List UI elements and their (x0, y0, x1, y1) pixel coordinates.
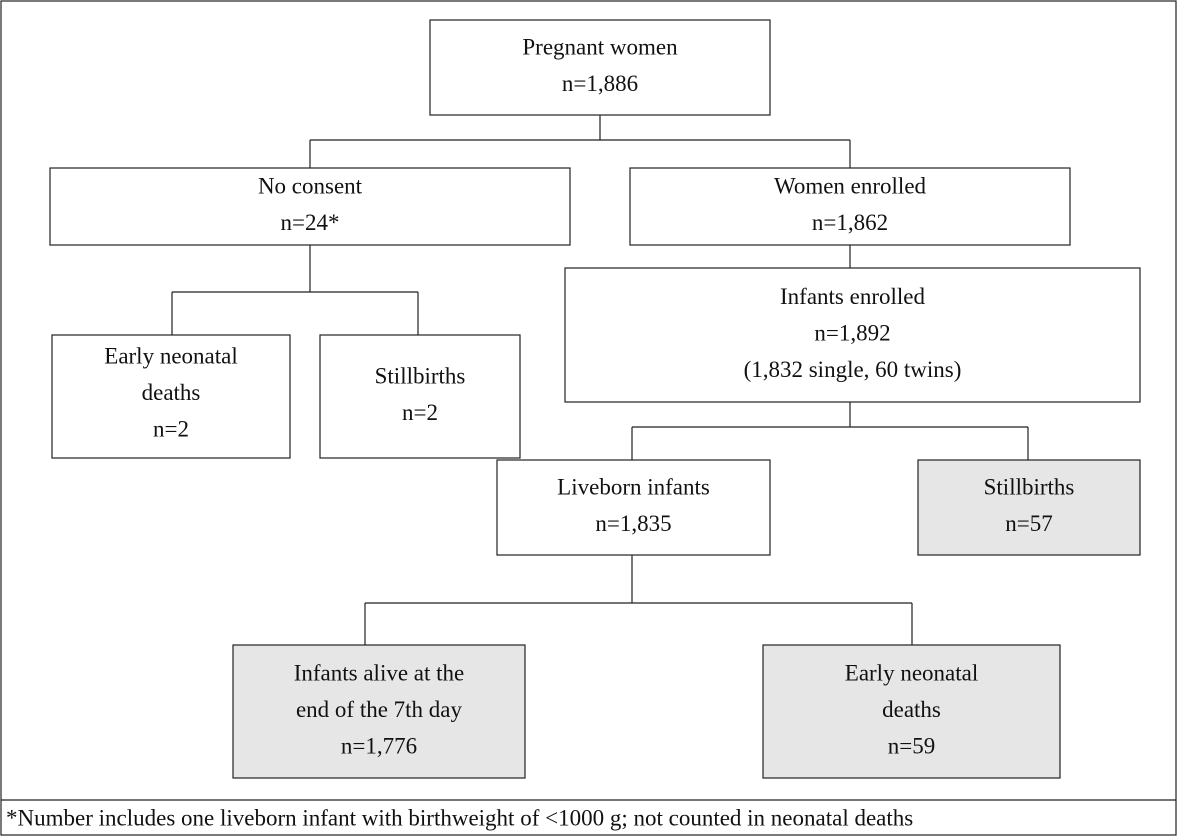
node: Pregnant women n=1,886 (429, 19, 771, 116)
node-label: Early neonatal (104, 343, 237, 368)
node-box (232, 644, 526, 779)
node: Stillbirths n=57 (917, 459, 1141, 556)
node-box (319, 334, 521, 459)
node-label: deaths (882, 697, 941, 722)
footnote: *Number includes one liveborn infant wit… (6, 805, 913, 830)
node-box (496, 459, 771, 556)
node-box (629, 167, 1071, 246)
node-label: No consent (258, 174, 363, 199)
node-label: Stillbirths (984, 475, 1075, 500)
node-label: n=1,835 (595, 511, 671, 536)
connector (631, 402, 1029, 460)
node: Early neonatal deaths n=59 (762, 644, 1061, 779)
node-label: Infants enrolled (780, 284, 925, 309)
node: Early neonatal deaths n=2 (51, 334, 291, 459)
node-label: n=2 (153, 416, 189, 441)
node: Women enrolled n=1,862 (629, 167, 1071, 246)
node-label: n=1,892 (814, 320, 890, 345)
node-box (429, 19, 771, 116)
node-box (564, 267, 1141, 403)
node-label: Liveborn infants (557, 475, 710, 500)
node-label: n=59 (888, 733, 935, 758)
node-box (51, 334, 291, 459)
node: Stillbirths n=2 (319, 334, 521, 459)
node-label: Pregnant women (522, 35, 678, 60)
node-label: n=57 (1005, 511, 1052, 536)
node-label: n=24* (281, 210, 340, 235)
connectors (171, 115, 1029, 645)
node-label: Women enrolled (774, 174, 927, 199)
node: No consent n=24* (49, 167, 571, 246)
node-label: end of the 7th day (296, 697, 463, 722)
node-box (762, 644, 1061, 779)
node-label: n=1,862 (812, 210, 888, 235)
node-box (917, 459, 1141, 556)
connector (171, 245, 419, 335)
node-box (49, 167, 571, 246)
node: Infants alive at the end of the 7th day n=… (232, 644, 526, 779)
node-label: n=1,886 (562, 71, 638, 96)
node: Liveborn infants n=1,835 (496, 459, 771, 556)
node-label: Infants alive at the (294, 660, 465, 685)
connector (364, 555, 913, 645)
node-label: n=1,776 (341, 733, 417, 758)
connector (309, 115, 851, 168)
node-label: deaths (142, 380, 201, 405)
node: Infants enrolled n=1,892 (1,832 single, 60… (564, 267, 1141, 403)
node-label: Stillbirths (375, 364, 466, 389)
node-label: n=2 (402, 400, 438, 425)
node-label: (1,832 single, 60 twins) (744, 357, 962, 382)
node-label: Early neonatal (845, 660, 978, 685)
